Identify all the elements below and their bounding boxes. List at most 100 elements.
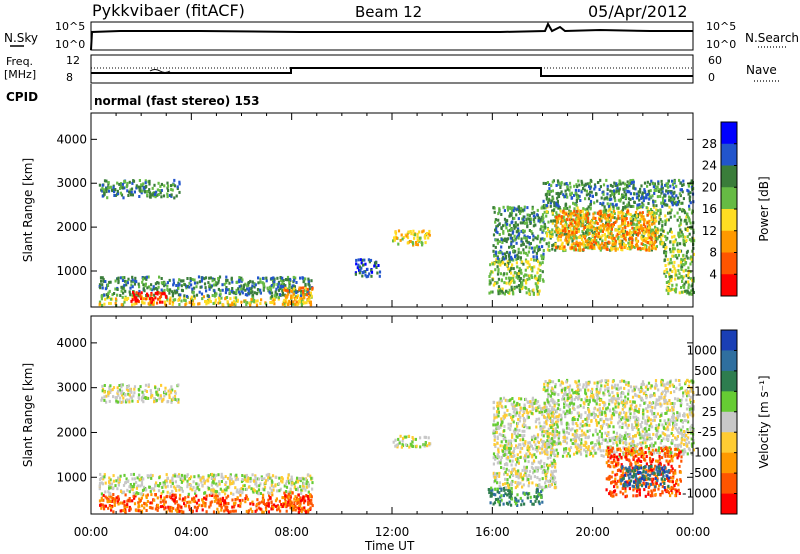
power-cell bbox=[607, 230, 610, 233]
power-cell bbox=[509, 270, 512, 273]
power-cell bbox=[601, 224, 604, 228]
power-cell bbox=[149, 302, 152, 306]
velocity-cell bbox=[131, 399, 134, 403]
power-cell bbox=[546, 189, 549, 193]
power-cell bbox=[562, 193, 565, 197]
power-cell bbox=[524, 236, 527, 239]
power-cell bbox=[673, 214, 676, 218]
power-cell bbox=[160, 288, 163, 292]
power-cell bbox=[502, 231, 505, 235]
velocity-cell bbox=[220, 508, 223, 512]
power-cell bbox=[284, 287, 288, 291]
velocity-cell bbox=[301, 498, 304, 502]
power-cell bbox=[689, 277, 692, 281]
velocity-cell bbox=[172, 506, 175, 510]
velocity-cell bbox=[289, 501, 292, 505]
power-cell bbox=[180, 284, 183, 288]
power-cell bbox=[691, 292, 694, 296]
power-cell bbox=[561, 229, 565, 233]
power-cell bbox=[678, 235, 681, 239]
velocity-cell bbox=[108, 399, 111, 403]
power-cell bbox=[293, 287, 296, 291]
power-cell bbox=[531, 207, 534, 211]
power-cell bbox=[99, 286, 102, 290]
velocity-cell bbox=[508, 495, 511, 499]
velocity-cell bbox=[531, 401, 534, 405]
velocity-cell bbox=[162, 397, 165, 401]
power-cell bbox=[627, 181, 631, 185]
power-cell bbox=[637, 221, 641, 225]
power-cell bbox=[108, 289, 111, 293]
velocity-cell bbox=[127, 389, 130, 392]
power-cell bbox=[111, 189, 114, 193]
velocity-cell bbox=[170, 506, 173, 510]
power-cell bbox=[511, 220, 514, 224]
power-cell bbox=[579, 220, 582, 224]
velocity-cell bbox=[299, 479, 302, 483]
power-cell bbox=[680, 263, 683, 267]
power-cell bbox=[135, 294, 138, 298]
velocity-cell bbox=[123, 509, 126, 512]
power-cell bbox=[525, 245, 528, 249]
velocity-cell bbox=[403, 435, 406, 439]
power-cell bbox=[692, 291, 695, 294]
power-cell bbox=[407, 230, 410, 234]
power-cell bbox=[538, 263, 541, 267]
power-cell bbox=[642, 231, 645, 234]
velocity-cell bbox=[243, 475, 246, 479]
power-cell bbox=[150, 288, 154, 292]
velocity-cell bbox=[514, 496, 517, 500]
velocity-cell bbox=[203, 479, 206, 483]
power-cell bbox=[154, 195, 157, 199]
power-cell bbox=[618, 188, 621, 192]
power-cell bbox=[623, 217, 626, 221]
power-cell bbox=[308, 287, 311, 291]
velocity-cell bbox=[182, 497, 185, 501]
power-cell bbox=[620, 246, 623, 249]
power-cell bbox=[415, 241, 418, 244]
power-cell bbox=[683, 282, 686, 286]
power-cell bbox=[156, 281, 159, 284]
velocity-cell bbox=[523, 429, 526, 433]
power-cell bbox=[610, 232, 613, 236]
power-cell bbox=[612, 223, 615, 226]
power-cell bbox=[204, 276, 208, 280]
velocity-cell bbox=[217, 473, 220, 477]
power-cell bbox=[653, 211, 656, 215]
power-cell bbox=[569, 236, 572, 240]
velocity-cell bbox=[176, 510, 179, 514]
velocity-cell bbox=[212, 473, 215, 477]
velocity-cell bbox=[98, 481, 102, 485]
power-cell bbox=[151, 191, 154, 195]
power-cell bbox=[633, 245, 636, 249]
velocity-cell bbox=[114, 484, 117, 488]
velocity-cell bbox=[232, 505, 236, 509]
velocity-cell bbox=[177, 398, 180, 402]
power-cell bbox=[602, 201, 605, 205]
power-cell bbox=[173, 178, 176, 182]
power-cell bbox=[582, 231, 585, 235]
velocity-cell bbox=[298, 507, 301, 511]
power-cell bbox=[298, 288, 301, 292]
power-cell bbox=[631, 181, 634, 184]
power-cell bbox=[661, 196, 665, 200]
power-cell bbox=[577, 224, 580, 228]
power-cell bbox=[108, 186, 111, 190]
power-cell bbox=[653, 221, 656, 225]
power-cell bbox=[677, 269, 680, 273]
power-cell bbox=[581, 230, 584, 233]
velocity-cell bbox=[126, 480, 129, 484]
power-cell bbox=[144, 284, 147, 288]
power-cell bbox=[586, 239, 589, 243]
power-cell bbox=[535, 251, 538, 255]
power-cell bbox=[585, 231, 588, 235]
power-colorbar-segment bbox=[721, 252, 737, 275]
power-cell bbox=[675, 203, 678, 207]
power-cell bbox=[146, 297, 149, 300]
velocity-cell bbox=[528, 481, 531, 485]
power-cell bbox=[648, 236, 651, 240]
power-cell bbox=[253, 282, 256, 286]
power-cell bbox=[172, 278, 175, 282]
power-cell bbox=[533, 211, 536, 215]
velocity-cell bbox=[143, 487, 146, 491]
